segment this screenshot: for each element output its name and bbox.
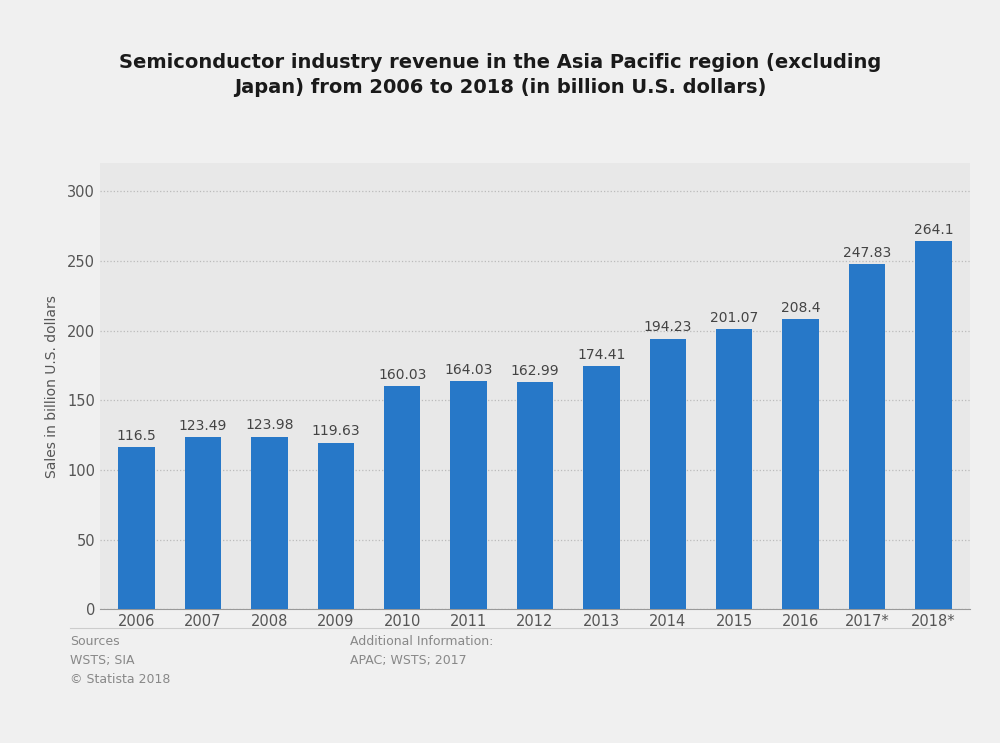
Bar bbox=[583, 366, 620, 609]
Text: 123.49: 123.49 bbox=[179, 419, 227, 433]
Text: 208.4: 208.4 bbox=[781, 301, 820, 315]
Bar bbox=[650, 339, 686, 609]
Text: 123.98: 123.98 bbox=[245, 418, 294, 432]
Bar bbox=[450, 380, 487, 609]
Bar bbox=[849, 264, 885, 609]
Text: 119.63: 119.63 bbox=[311, 424, 360, 438]
Y-axis label: Sales in billion U.S. dollars: Sales in billion U.S. dollars bbox=[45, 295, 59, 478]
Text: 164.03: 164.03 bbox=[444, 363, 493, 377]
Text: 116.5: 116.5 bbox=[117, 429, 156, 443]
Bar bbox=[384, 386, 420, 609]
Bar bbox=[185, 437, 221, 609]
Text: 247.83: 247.83 bbox=[843, 246, 891, 260]
Text: Sources
WSTS; SIA
© Statista 2018: Sources WSTS; SIA © Statista 2018 bbox=[70, 635, 170, 687]
Text: 160.03: 160.03 bbox=[378, 368, 426, 382]
Text: 194.23: 194.23 bbox=[644, 320, 692, 334]
Text: Semiconductor industry revenue in the Asia Pacific region (excluding
Japan) from: Semiconductor industry revenue in the As… bbox=[119, 53, 881, 97]
Text: 264.1: 264.1 bbox=[914, 223, 953, 237]
Bar bbox=[517, 382, 553, 609]
Text: 162.99: 162.99 bbox=[511, 364, 559, 378]
Bar bbox=[782, 319, 819, 609]
Bar bbox=[251, 437, 288, 609]
Bar bbox=[915, 241, 952, 609]
Text: Additional Information:
APAC; WSTS; 2017: Additional Information: APAC; WSTS; 2017 bbox=[350, 635, 493, 667]
Bar bbox=[716, 329, 752, 609]
Bar bbox=[318, 443, 354, 609]
Text: 174.41: 174.41 bbox=[577, 348, 626, 362]
Bar bbox=[118, 447, 155, 609]
Text: 201.07: 201.07 bbox=[710, 311, 758, 325]
